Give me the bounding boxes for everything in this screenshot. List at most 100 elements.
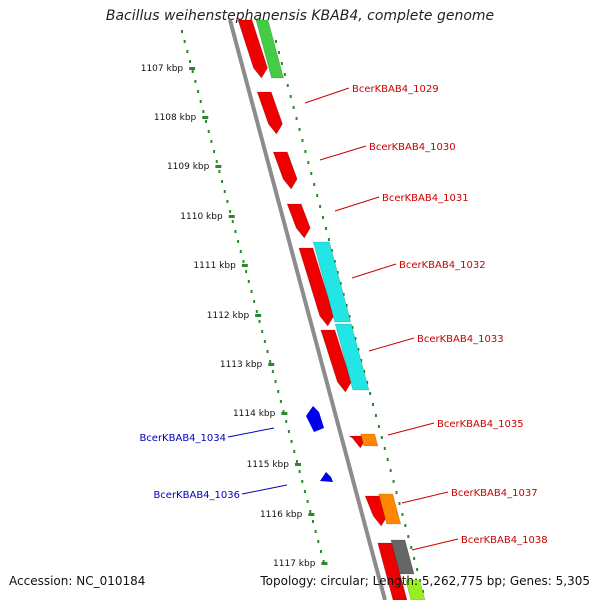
ruler-dot xyxy=(261,330,264,333)
ruler-dot xyxy=(194,80,197,83)
gene-feature-1031 xyxy=(272,151,298,190)
track-dot xyxy=(386,458,389,461)
ruler-dot xyxy=(191,70,194,73)
track-dot xyxy=(407,535,410,538)
gene-label[interactable]: BcerKBAB4_1034 xyxy=(139,433,226,444)
ruler-tick xyxy=(189,67,196,70)
ruler-dot xyxy=(210,140,213,143)
gene-feature-1034 xyxy=(306,406,324,432)
ruler-dot xyxy=(263,340,266,343)
ruler-dot xyxy=(239,250,242,253)
ruler-tick xyxy=(255,314,262,317)
track-dot xyxy=(366,381,369,384)
ruler-dot xyxy=(189,60,192,63)
track-dot xyxy=(345,304,348,307)
gene-feature-1033 xyxy=(320,329,352,393)
track-dot xyxy=(383,447,386,450)
outer-track-dotted-line xyxy=(275,40,424,593)
leader-line xyxy=(241,484,288,495)
ruler-dot xyxy=(322,560,325,563)
ruler-tick-label: 1117 kbp xyxy=(273,559,316,569)
ruler-tick-label: 1108 kbp xyxy=(154,113,197,123)
ruler-dot xyxy=(186,50,189,53)
gene-label[interactable]: BcerKBAB4_1035 xyxy=(437,419,524,430)
ruler-dot xyxy=(319,550,322,553)
ruler-dot xyxy=(218,170,221,173)
gene-feature-1031b xyxy=(286,203,311,239)
ruler-dot xyxy=(277,390,280,393)
label-leader-lines xyxy=(227,87,459,551)
gene-feature-cyan-1 xyxy=(312,241,352,323)
ruler-tick xyxy=(268,363,275,366)
track-dot xyxy=(313,183,316,186)
track-dot xyxy=(316,194,319,197)
ruler-tick-label: 1114 kbp xyxy=(233,409,276,419)
ruler-dot xyxy=(183,40,186,43)
ruler-dot xyxy=(306,500,309,503)
gene-label[interactable]: BcerKBAB4_1038 xyxy=(461,535,548,546)
ruler-dot xyxy=(221,180,224,183)
track-dot xyxy=(404,524,407,527)
ruler-dot xyxy=(266,350,269,353)
ruler-dot xyxy=(293,450,296,453)
ruler-dot xyxy=(226,200,229,203)
topology-text: Topology: circular; Length: 5,262,775 bp… xyxy=(260,574,590,588)
ruler-tick xyxy=(215,165,222,168)
ruler-dot xyxy=(301,480,304,483)
gene-label[interactable]: BcerKBAB4_1033 xyxy=(417,334,504,345)
track-dot xyxy=(327,238,330,241)
leader-line xyxy=(319,145,367,161)
gene-label[interactable]: BcerKBAB4_1036 xyxy=(153,490,240,501)
track-dot xyxy=(369,392,372,395)
leader-line xyxy=(227,427,275,438)
ruler-dot xyxy=(197,90,200,93)
gene-feature-1030 xyxy=(256,91,283,135)
track-dot xyxy=(413,557,416,560)
ruler-tick xyxy=(308,513,315,516)
ruler-dot xyxy=(234,230,237,233)
ruler-dot xyxy=(255,310,258,313)
ruler-dot xyxy=(274,380,277,383)
leader-line xyxy=(387,422,435,436)
track-dot xyxy=(398,502,401,505)
ruler-ticks xyxy=(189,67,328,565)
gene-features xyxy=(237,19,426,600)
ruler-dot xyxy=(247,280,250,283)
track-dot xyxy=(280,62,283,65)
gene-label[interactable]: BcerKBAB4_1032 xyxy=(399,260,486,271)
ruler-dot xyxy=(271,370,274,373)
ruler-dot xyxy=(213,150,216,153)
gene-label[interactable]: BcerKBAB4_1030 xyxy=(369,142,456,153)
track-dot xyxy=(410,546,413,549)
track-dot xyxy=(374,414,377,417)
ruler-dot xyxy=(317,540,320,543)
leader-line xyxy=(411,538,459,551)
gene-label[interactable]: BcerKBAB4_1031 xyxy=(382,193,469,204)
ruler-dot xyxy=(205,120,208,123)
track-dot xyxy=(348,315,351,318)
track-dot xyxy=(310,172,313,175)
track-dot xyxy=(307,161,310,164)
gene-label[interactable]: BcerKBAB4_1037 xyxy=(451,488,538,499)
ruler-tick xyxy=(202,116,209,119)
ruler-dot xyxy=(287,430,290,433)
ruler-tick-label: 1109 kbp xyxy=(167,162,210,172)
gene-feature-gray xyxy=(390,539,415,575)
track-dot xyxy=(304,150,307,153)
track-dot xyxy=(319,205,322,208)
leader-line xyxy=(334,196,380,212)
ruler-dot xyxy=(245,270,248,273)
ruler-dot xyxy=(229,210,232,213)
gene-label[interactable]: BcerKBAB4_1029 xyxy=(352,84,439,95)
track-dot xyxy=(330,249,333,252)
track-dot xyxy=(289,95,292,98)
track-dot xyxy=(363,370,366,373)
gene-feature-1038 xyxy=(377,542,408,600)
track-dot xyxy=(351,326,354,329)
track-dot xyxy=(372,403,375,406)
genome-title: Bacillus weihenstephanensis KBAB4, compl… xyxy=(105,8,495,24)
ruler-dot xyxy=(303,490,306,493)
ruler-dot xyxy=(181,30,183,33)
ruler-dot xyxy=(250,290,253,293)
track-dot xyxy=(360,359,363,362)
